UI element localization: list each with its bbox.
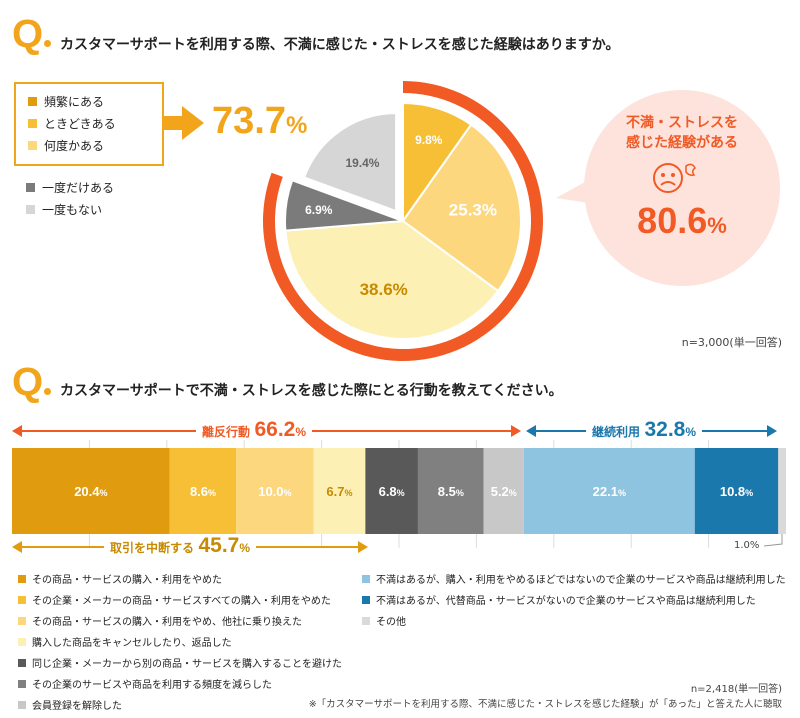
legend-label: ときどきある [44, 115, 116, 132]
q1-callout-value: 80.6% [584, 200, 780, 242]
q2-footnote: ※「カスタマーサポートを利用する際、不満に感じた・ストレスを感じた経験」が「あっ… [309, 696, 782, 710]
leave-label: 離反行動 66.2% [196, 418, 312, 442]
legend-swatch [18, 575, 26, 583]
bar-segment [778, 448, 786, 534]
legend-swatch [362, 596, 370, 604]
other-small-label: 1.0% [734, 540, 759, 551]
legend-swatch [28, 97, 37, 106]
legend-swatch [28, 141, 37, 150]
legend-label: 購入した商品をキャンセルしたり、返品した [32, 634, 232, 649]
continue-label: 継続利用 32.8% [586, 418, 702, 442]
legend-label: 不満はあるが、代替商品・サービスがないので企業のサービスや商品は継続利用した [376, 592, 756, 607]
legend-label: 一度だけある [42, 179, 114, 196]
pie-slice-label: 38.6% [360, 280, 408, 299]
legend-swatch [18, 680, 26, 688]
q2-mark: Q [12, 362, 51, 402]
pie-slice-label: 9.8% [415, 133, 443, 147]
legend-item: その商品・サービスの購入・利用をやめた [18, 568, 342, 589]
q1-callout-line2: 感じた経験がある [584, 132, 780, 152]
q2-title: カスタマーサポートで不満・ストレスを感じた際にとる行動を教えてください。 [60, 380, 563, 400]
legend-item: 不満はあるが、購入・利用をやめるほどではないので企業のサービスや商品は継続利用し… [362, 568, 786, 589]
legend-item: その企業・メーカーの商品・サービスすべての購入・利用をやめた [18, 589, 342, 610]
legend-label: 不満はあるが、購入・利用をやめるほどではないので企業のサービスや商品は継続利用し… [376, 571, 786, 586]
legend-item: 購入した商品をキャンセルしたり、返品した [18, 631, 342, 652]
legend-label: 会員登録を解除した [32, 697, 122, 712]
pie-slice-label: 25.3% [449, 201, 497, 220]
legend-label: 同じ企業・メーカーから別の商品・サービスを購入することを避けた [32, 655, 342, 670]
q1-arrow [162, 106, 208, 140]
legend-label: その商品・サービスの購入・利用をやめ、他社に乗り換えた [32, 613, 302, 628]
legend-item: 頻繁にある [28, 90, 162, 112]
legend-item: 何度かある [28, 134, 162, 156]
legend-swatch [18, 596, 26, 604]
legend-label: その企業・メーカーの商品・サービスすべての購入・利用をやめた [32, 592, 331, 607]
q2-sample-note: n=2,418(単一回答) [691, 680, 782, 695]
legend-item: ときどきある [28, 112, 162, 134]
legend-swatch [18, 701, 26, 709]
legend-item: 不満はあるが、代替商品・サービスがないので企業のサービスや商品は継続利用した [362, 589, 786, 610]
legend-item: 会員登録を解除した [18, 694, 342, 715]
legend-label: その商品・サービスの購入・利用をやめた [32, 571, 222, 586]
q1-sample-note: n=3,000(単一回答) [682, 334, 782, 350]
legend-swatch [18, 638, 26, 646]
legend-label: その企業のサービスや商品を利用する頻度を減らした [32, 676, 272, 691]
q2-legend-left: その商品・サービスの購入・利用をやめたその企業・メーカーの商品・サービスすべての… [18, 568, 342, 715]
legend-label: その他 [376, 613, 406, 628]
legend-swatch [26, 205, 35, 214]
legend-swatch [362, 617, 370, 625]
pie-slice-label: 19.4% [345, 156, 379, 170]
frown-icon [650, 160, 700, 196]
q1-legend-group: 頻繁にあるときどきある 何度かある [14, 82, 164, 166]
legend-label: 何度かある [44, 137, 104, 154]
legend-swatch [362, 575, 370, 583]
legend-item: その商品・サービスの購入・利用をやめ、他社に乗り換えた [18, 610, 342, 631]
legend-item: 一度もない [26, 198, 114, 220]
other-leader-line [764, 534, 782, 546]
suspend-label: 取引を中断する 45.7% [104, 534, 256, 558]
pie-slice-label: 6.9% [305, 203, 333, 217]
legend-item: 同じ企業・メーカーから別の商品・サービスを購入することを避けた [18, 652, 342, 673]
legend-swatch [18, 659, 26, 667]
legend-swatch [18, 617, 26, 625]
q1-mark: Q [12, 14, 51, 54]
legend-item: 一度だけある [26, 176, 114, 198]
legend-label: 一度もない [42, 201, 102, 218]
q1-callout-line1: 不満・ストレスを [584, 112, 780, 132]
legend-label: 頻繁にある [44, 93, 104, 110]
legend-item: その他 [362, 610, 786, 631]
pie-chart: 9.8% 25.3% 38.6% 6.9% 19.4% [258, 76, 548, 366]
q1-title: カスタマーサポートを利用する際、不満に感じた・ストレスを感じた経験はありますか。 [60, 34, 619, 54]
legend-swatch [28, 119, 37, 128]
legend-item: その企業のサービスや商品を利用する頻度を減らした [18, 673, 342, 694]
q2-legend-right: 不満はあるが、購入・利用をやめるほどではないので企業のサービスや商品は継続利用し… [362, 568, 786, 631]
q1-legend-other: 一度だけある 一度もない [26, 176, 114, 220]
legend-swatch [26, 183, 35, 192]
